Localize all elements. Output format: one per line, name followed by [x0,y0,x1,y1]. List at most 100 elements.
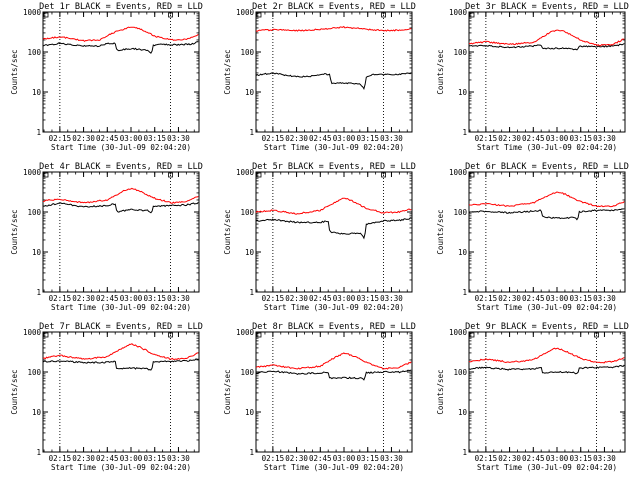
y-axis-label: Counts/sec [223,369,232,414]
series-line-events [255,72,412,91]
x-tick-label: 03:15 [569,134,592,143]
y-tick-label: 100 [453,208,467,217]
y-axis-label: Counts/sec [223,49,232,94]
x-axis-label: Start Time (30-Jul-09 02:04:20) [51,143,191,152]
y-tick-label: 100 [453,368,467,377]
y-axis-label: Counts/sec [223,209,232,254]
x-tick-label: 02:30 [285,454,308,463]
x-tick-label: 02:30 [72,454,95,463]
x-axis-label: Start Time (30-Jul-09 02:04:20) [477,143,617,152]
chart-panel-6: Det 6r BLACK = Events, RED = LLD 1 10 100 10… [436,162,629,312]
y-tick-label: 10 [32,88,42,97]
chart-title: Det 8r BLACK = Events, RED = LLD [252,322,416,332]
y-tick-label: 10 [458,408,468,417]
y-tick-label: 100 [27,368,41,377]
y-tick-label: 1000 [23,168,42,177]
corner-marker [381,332,386,338]
corner-marker [256,12,262,18]
y-tick-label: 1 [462,448,467,457]
y-axis-label: Counts/sec [436,369,445,414]
x-tick-label: 03:30 [593,134,616,143]
x-tick-label: 03:15 [356,134,379,143]
x-tick-label: 02:15 [475,294,498,303]
x-tick-label: 03:15 [569,454,592,463]
chart-title: Det 3r BLACK = Events, RED = LLD [465,2,629,12]
chart-title: Det 6r BLACK = Events, RED = LLD [465,162,629,172]
x-tick-label: 03:00 [546,294,569,303]
y-tick-label: 100 [240,368,254,377]
y-axis-label: Counts/sec [436,209,445,254]
series-line-events [468,208,625,221]
series-line-events [255,217,412,240]
plot-frame [255,331,413,453]
x-tick-label: 02:45 [309,134,332,143]
chart-panel-1: Det 1r BLACK = Events, RED = LLD 1 10 100 10… [10,2,203,152]
y-tick-label: 1 [249,128,254,137]
x-tick-label: 02:45 [522,294,545,303]
y-tick-label: 100 [240,208,254,217]
x-tick-label: 02:15 [49,454,72,463]
x-tick-label: 02:15 [262,294,285,303]
y-tick-label: 100 [453,48,467,57]
x-tick-label: 02:45 [309,454,332,463]
x-tick-label: 03:15 [356,454,379,463]
series-line-lld [255,352,412,370]
corner-marker [469,12,475,18]
x-tick-label: 02:30 [285,294,308,303]
x-tick-label: 02:45 [309,294,332,303]
series-line-lld [255,197,412,215]
x-tick-label: 02:45 [96,454,119,463]
y-tick-label: 1 [36,448,41,457]
x-tick-label: 03:15 [143,454,166,463]
series-line-lld [468,191,625,208]
x-tick-label: 03:00 [333,294,356,303]
corner-marker [469,172,475,178]
corner-marker [594,12,599,18]
y-axis-label: Counts/sec [10,209,19,254]
y-tick-label: 1 [249,448,254,457]
chart-panel-2: Det 2r BLACK = Events, RED = LLD 1 10 100 10… [223,2,416,152]
x-tick-label: 03:30 [167,134,190,143]
x-tick-label: 03:00 [546,454,569,463]
corner-marker [168,12,173,18]
plot-frame [468,11,626,133]
corner-marker [256,332,262,338]
y-tick-label: 1 [36,128,41,137]
y-tick-label: 1000 [449,168,468,177]
y-tick-label: 100 [27,208,41,217]
x-tick-label: 03:15 [143,294,166,303]
x-tick-label: 02:45 [96,294,119,303]
chart-panel-3: Det 3r BLACK = Events, RED = LLD 1 10 100 10… [436,2,629,152]
x-tick-label: 03:00 [333,454,356,463]
plot-frame [42,171,200,293]
y-tick-label: 1 [462,288,467,297]
y-tick-label: 10 [32,248,42,257]
x-tick-label: 02:45 [522,454,545,463]
y-tick-label: 100 [27,48,41,57]
x-tick-label: 02:30 [498,454,521,463]
series-line-events [255,369,412,381]
x-tick-label: 03:30 [167,294,190,303]
x-tick-label: 02:15 [49,294,72,303]
x-tick-label: 03:30 [167,454,190,463]
corner-marker [256,172,262,178]
y-tick-label: 1000 [236,328,255,337]
x-tick-label: 03:30 [593,294,616,303]
x-tick-label: 02:15 [49,134,72,143]
plot-frame [468,331,626,453]
x-tick-label: 02:15 [262,454,285,463]
y-tick-label: 10 [458,248,468,257]
x-axis-label: Start Time (30-Jul-09 02:04:20) [477,303,617,312]
corner-marker [381,12,386,18]
y-tick-label: 1000 [449,328,468,337]
y-tick-label: 1 [36,288,41,297]
x-tick-label: 02:45 [96,134,119,143]
y-tick-label: 10 [245,408,255,417]
series-line-lld [42,343,199,361]
y-tick-label: 10 [458,88,468,97]
x-axis-label: Start Time (30-Jul-09 02:04:20) [51,463,191,472]
series-line-lld [255,25,412,32]
y-tick-label: 100 [240,48,254,57]
corner-marker [43,172,49,178]
